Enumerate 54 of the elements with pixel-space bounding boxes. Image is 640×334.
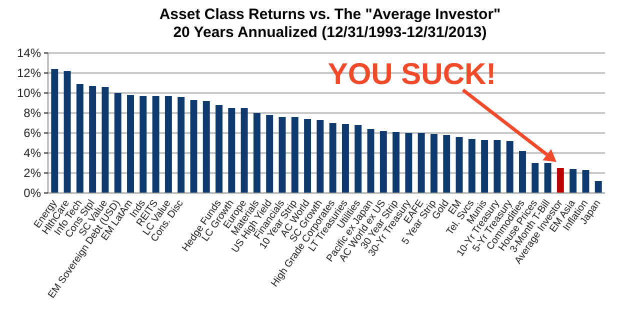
- bar: [594, 181, 602, 193]
- bar: [164, 96, 172, 193]
- annotation: YOU SUCK!: [328, 58, 496, 91]
- y-tick-label: 6%: [24, 126, 42, 140]
- bar: [51, 69, 58, 193]
- bar: [178, 97, 185, 193]
- chart-title: Asset Class Returns vs. The "Average Investor": [159, 6, 501, 23]
- bar: [392, 132, 400, 193]
- y-tick-label: 0%: [24, 186, 42, 200]
- bar: [506, 141, 514, 193]
- bar: [102, 87, 109, 193]
- bar: [64, 71, 71, 193]
- bar: [494, 140, 501, 193]
- bar: [405, 133, 412, 193]
- y-tick-label: 8%: [24, 106, 42, 120]
- chart-subtitle: 20 Years Annualized (12/31/1993-12/31/2013): [173, 24, 487, 41]
- bar: [240, 108, 248, 193]
- bar: [114, 93, 122, 193]
- bar: [570, 169, 577, 193]
- bar: [367, 129, 374, 193]
- bar: [291, 117, 298, 193]
- bar: [443, 135, 450, 193]
- bar: [532, 163, 539, 193]
- y-tick-label: 12%: [16, 66, 42, 80]
- bar: [380, 131, 387, 193]
- bar: [342, 124, 349, 193]
- bar: [216, 105, 222, 193]
- bar: [556, 168, 564, 193]
- bar: [190, 100, 198, 193]
- y-tick-label: 2%: [24, 166, 42, 180]
- bar: [456, 137, 463, 193]
- bar: [89, 86, 96, 193]
- bar: [468, 139, 476, 193]
- bar: [481, 140, 488, 193]
- bar: [76, 84, 84, 193]
- bar: [418, 133, 425, 193]
- bar: [582, 170, 590, 193]
- bar: [253, 113, 260, 193]
- bar: [519, 151, 526, 193]
- bar: [430, 134, 438, 193]
- bar: [278, 117, 286, 193]
- bar: [354, 125, 362, 193]
- bar: [329, 123, 336, 193]
- bar: [152, 96, 160, 193]
- y-tick-label: 10%: [16, 86, 42, 100]
- y-tick-label: 4%: [24, 146, 42, 160]
- bar: [140, 96, 147, 193]
- bar: [266, 115, 274, 193]
- bar: [202, 101, 210, 193]
- y-tick-label: 14%: [16, 46, 42, 60]
- bar: [127, 95, 134, 193]
- bar: [304, 119, 312, 193]
- bar: [228, 108, 236, 193]
- bar: [316, 120, 324, 193]
